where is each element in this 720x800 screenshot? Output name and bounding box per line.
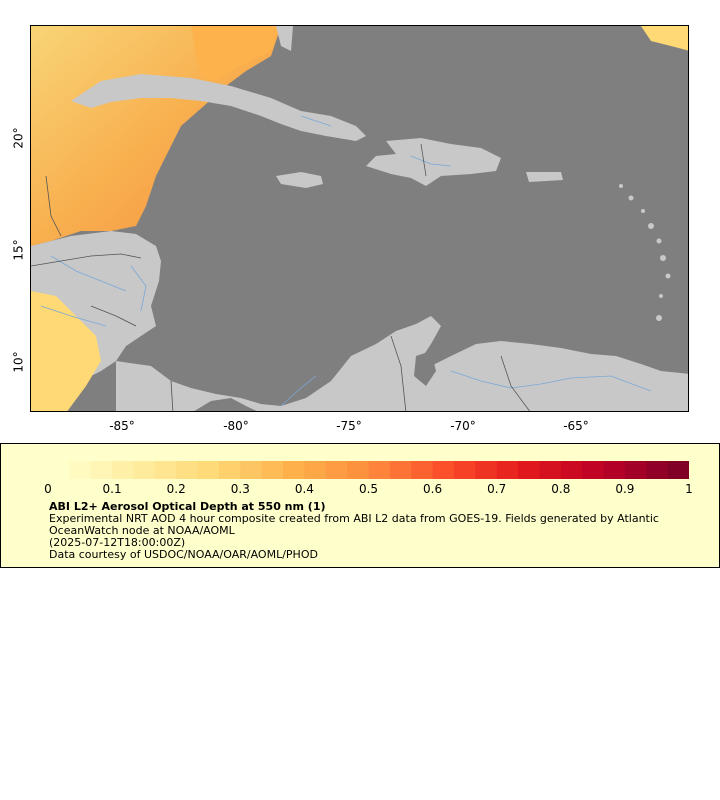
land-hispaniola	[366, 138, 501, 186]
colorbar-step	[261, 461, 284, 479]
colorbar-step	[240, 461, 263, 479]
colorbar-tick-label: 1	[685, 482, 693, 496]
colorbar-step	[176, 461, 199, 479]
colorbar-step	[197, 461, 220, 479]
colorbar-step	[518, 461, 540, 479]
legend-credit: Data courtesy of USDOC/NOAA/OAR/AOML/PHO…	[49, 548, 318, 561]
x-tick-label: -85°	[109, 419, 135, 433]
land-south-america	[116, 316, 688, 411]
colorbar-step	[539, 461, 562, 479]
country-borders	[31, 143, 531, 411]
colorbar-step	[646, 461, 669, 479]
colorbar-step	[624, 461, 647, 479]
colorbar-tick-label: 0.3	[230, 482, 250, 496]
colorbar-step	[453, 461, 476, 479]
colorbar-step	[218, 461, 241, 479]
colorbar-step	[582, 461, 605, 479]
colorbar-tick-label: 0.6	[423, 482, 443, 496]
x-tick-label: -80°	[223, 419, 249, 433]
aod-bahamas-topright	[641, 26, 688, 51]
colorbar-step	[667, 461, 689, 479]
colorbar-tick-label: 0.1	[102, 482, 122, 496]
colorbar-step	[560, 461, 583, 479]
colorbar-step	[432, 461, 455, 479]
colorbar-step	[154, 461, 177, 479]
colorbar-step	[283, 461, 305, 479]
x-tick-label: -75°	[336, 419, 362, 433]
colorbar-tick-label: 0.7	[487, 482, 507, 496]
colorbar-step	[603, 461, 626, 479]
colorbar-step	[133, 461, 156, 479]
colorbar-tick-label: 0.8	[551, 482, 571, 496]
y-tick-label: 20°	[11, 127, 26, 149]
aod-florida-region	[191, 26, 281, 81]
colorbar-step	[304, 461, 327, 479]
colorbar-tick-label: 0.5	[358, 482, 379, 496]
land-lesser-antilles	[619, 184, 671, 321]
colorbar-step	[90, 461, 113, 479]
colorbar-tick-label: 0	[44, 482, 52, 496]
map-panel	[30, 25, 689, 412]
colorbar-step	[69, 461, 92, 479]
y-tick-label: 10°	[11, 351, 26, 373]
colorbar-tick-label: 0.4	[294, 482, 314, 496]
colorbar-step	[389, 461, 412, 479]
water-lake-maracaibo	[414, 351, 436, 386]
legend-description: Experimental NRT AOD 4 hour composite cr…	[49, 512, 659, 537]
colorbar-step	[325, 461, 348, 479]
legend-title: ABI L2+ Aerosol Optical Depth at 550 nm …	[49, 500, 326, 513]
colorbar	[48, 461, 689, 479]
x-tick-label: -70°	[450, 419, 476, 433]
legend-panel: 0 0.1 0.2 0.3 0.4 0.5 0.6 0.7 0.8 0.9 1 ABI L2+ Ae…	[0, 443, 720, 568]
colorbar-step	[368, 461, 391, 479]
colorbar-step	[48, 461, 70, 479]
colorbar-step	[347, 461, 369, 479]
colorbar-tick-label: 0.2	[166, 482, 186, 496]
land-puerto-rico	[526, 172, 563, 182]
colorbar-tick-label: 0.9	[615, 482, 635, 496]
aod-central-america-west	[31, 291, 101, 411]
aod-yucatan-region	[31, 26, 281, 246]
water-gulf-panama	[194, 398, 257, 411]
colorbar-step	[496, 461, 519, 479]
colorbar-step	[112, 461, 134, 479]
rivers	[40, 115, 652, 407]
map-canvas	[31, 26, 688, 411]
land-cuba	[71, 74, 366, 141]
land-florida	[276, 26, 293, 51]
colorbar-step	[475, 461, 498, 479]
land-jamaica	[276, 172, 323, 188]
legend-text: ABI L2+ Aerosol Optical Depth at 550 nm …	[49, 501, 689, 561]
x-tick-label: -65°	[563, 419, 589, 433]
y-tick-label: 15°	[11, 239, 26, 261]
legend-timestamp: (2025-07-12T18:00:00Z)	[49, 536, 186, 549]
colorbar-step	[411, 461, 434, 479]
